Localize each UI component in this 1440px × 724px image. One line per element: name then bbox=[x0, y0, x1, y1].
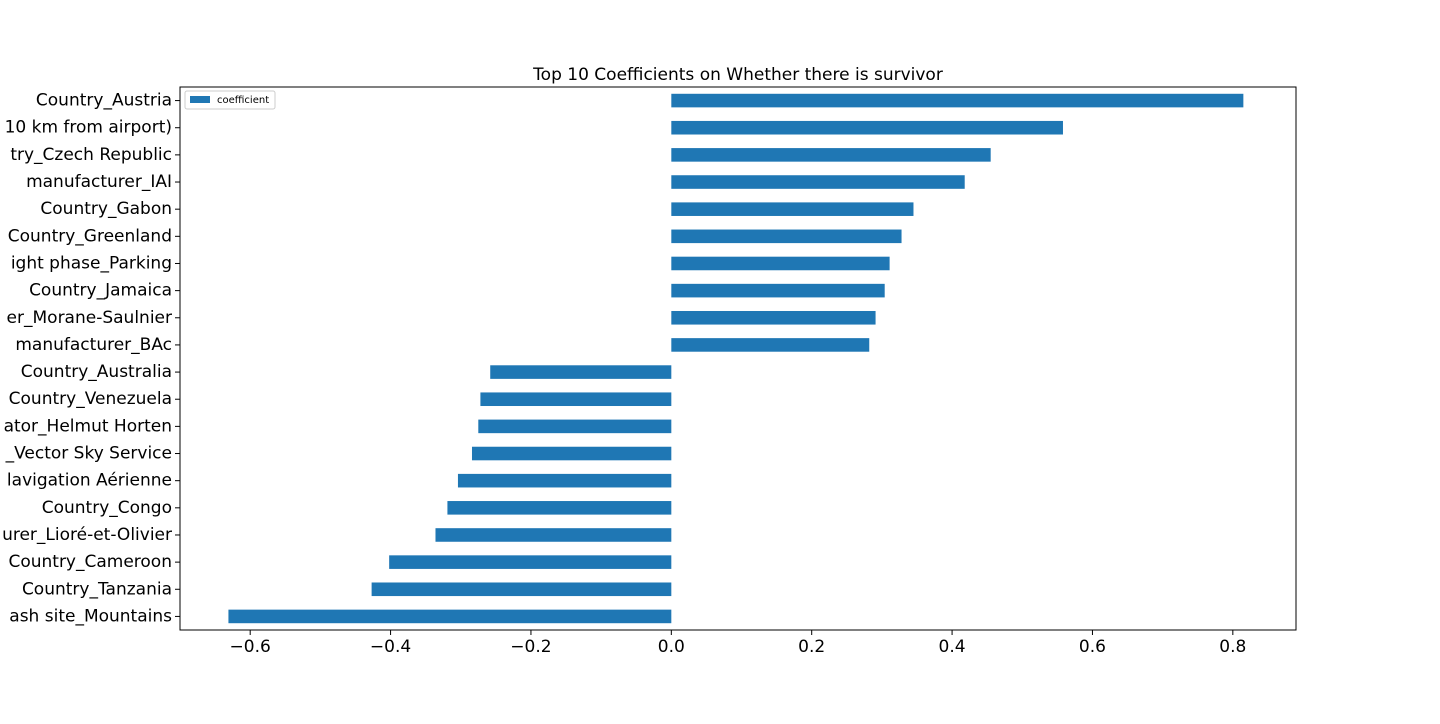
x-tick-label: −0.6 bbox=[230, 637, 271, 657]
y-tick-label: Country_Jamaica bbox=[29, 281, 172, 301]
y-tick-label: 10 km from airport) bbox=[5, 118, 172, 138]
legend-label: coefficient bbox=[217, 95, 269, 106]
bar bbox=[671, 148, 991, 162]
y-tick-label: Country_Venezuela bbox=[9, 389, 172, 409]
y-tick-label: ight phase_Parking bbox=[11, 253, 172, 273]
bar bbox=[490, 365, 672, 379]
x-tick-label: 0.0 bbox=[658, 637, 685, 657]
x-axis: −0.6 −0.4 −0.2 0.0 0.2 0.4 0.6 0.8 bbox=[230, 630, 1246, 657]
bar bbox=[671, 175, 965, 189]
x-tick-label: −0.2 bbox=[510, 637, 551, 657]
y-tick-label: urer_Lioré-et-Olivier bbox=[2, 525, 172, 545]
legend-swatch bbox=[190, 96, 210, 103]
plot-frame bbox=[179, 86, 1297, 631]
bar bbox=[671, 202, 914, 216]
x-tick-label: 0.2 bbox=[798, 637, 825, 657]
bar bbox=[471, 446, 672, 461]
bar bbox=[371, 582, 672, 597]
bar bbox=[671, 283, 885, 298]
bar bbox=[671, 310, 876, 325]
y-tick-label: manufacturer_IAI bbox=[26, 172, 172, 192]
legend-box bbox=[184, 90, 276, 110]
y-tick-label: ator_Helmut Horten bbox=[4, 416, 172, 436]
y-tick-label: Country_Greenland bbox=[8, 226, 172, 246]
y-axis: Country_Austria 10 km from airport) try_Cz… bbox=[2, 91, 180, 626]
y-tick-label: Country_Gabon bbox=[40, 199, 172, 219]
legend: coefficient bbox=[184, 90, 276, 110]
x-tick-label: 0.6 bbox=[1079, 637, 1106, 657]
bar bbox=[478, 419, 672, 434]
x-tick-label: 0.8 bbox=[1219, 637, 1246, 657]
bar bbox=[480, 392, 672, 407]
bar bbox=[447, 501, 672, 515]
bar bbox=[671, 338, 870, 352]
bar bbox=[671, 229, 902, 244]
chart-title: Top 10 Coefficients on Whether there is … bbox=[532, 65, 943, 85]
y-tick-label: ash site_Mountains bbox=[9, 606, 172, 626]
y-tick-label: try_Czech Republic bbox=[10, 145, 172, 165]
bar bbox=[671, 120, 1063, 135]
y-tick-label: er_Morane-Saulnier bbox=[7, 308, 172, 328]
y-tick-label: Country_Tanzania bbox=[22, 579, 172, 599]
bar bbox=[671, 93, 1244, 108]
x-tick-label: 0.4 bbox=[939, 637, 966, 657]
bar bbox=[435, 528, 672, 542]
y-tick-label: lavigation Aérienne bbox=[7, 471, 172, 491]
y-tick-label: Country_Cameroon bbox=[8, 552, 172, 572]
y-tick-label: _Vector Sky Service bbox=[5, 444, 172, 464]
y-tick-label: Country_Australia bbox=[21, 362, 172, 382]
bar bbox=[671, 256, 890, 271]
bar bbox=[457, 473, 672, 488]
y-tick-label: Country_Austria bbox=[36, 91, 172, 111]
bars-layer bbox=[228, 93, 1244, 624]
bar bbox=[389, 555, 672, 569]
y-tick-label: manufacturer_BAc bbox=[15, 335, 172, 355]
bar bbox=[228, 609, 672, 624]
x-tick-label: −0.4 bbox=[370, 637, 411, 657]
y-tick-label: Country_Congo bbox=[42, 498, 172, 518]
